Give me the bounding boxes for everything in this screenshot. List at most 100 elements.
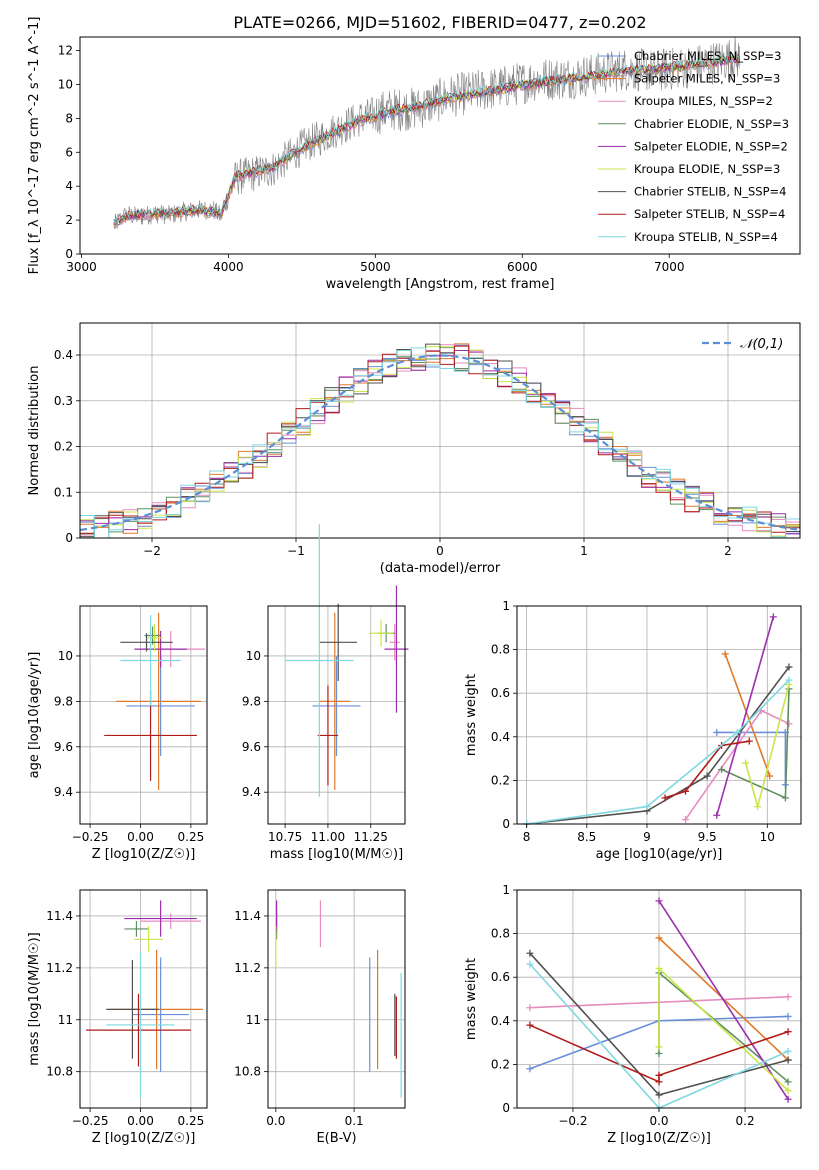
- axes-frame: [79, 322, 801, 539]
- mass-weight-point: [713, 728, 721, 736]
- mass-weight-point: [526, 1004, 534, 1012]
- y-tick-label: 0.8: [491, 927, 510, 941]
- y-tick-label: 9.6: [54, 740, 73, 754]
- y-tick-label: 9.8: [242, 694, 261, 708]
- x-axis-label: Z [log10(Z/Z☉)]: [92, 847, 196, 862]
- mass-weight-point: [784, 1078, 792, 1086]
- y-tick-label: 0: [502, 1101, 510, 1115]
- x-tick-label: 0.00: [127, 830, 154, 844]
- mass-weight-point: [643, 803, 651, 811]
- mass-weight-point: [526, 1021, 534, 1029]
- x-tick-label: 0: [436, 544, 444, 558]
- mass-weight-point: [769, 613, 777, 621]
- mass-weight-point: [766, 772, 774, 780]
- mass-weight-point: [785, 676, 793, 684]
- y-tick-label: 9.6: [242, 740, 261, 754]
- mass-weight-point: [785, 663, 793, 671]
- legend: Chabrier MILES, N_SSP=3 Salpeter MILES, N…: [598, 49, 789, 244]
- mass-weight-point: [781, 794, 789, 802]
- x-tick-label: 0.0: [649, 1114, 668, 1128]
- mass-weight-point: [785, 720, 793, 728]
- legend-label: Kroupa STELIB, N_SSP=4: [634, 230, 778, 244]
- x-tick-label: 0.1: [345, 1114, 364, 1128]
- axes-frame: [267, 889, 406, 1109]
- y-axis-label: mass weight: [464, 958, 479, 1040]
- mass-weight-point: [784, 993, 792, 1001]
- mass-weight-point: [703, 772, 711, 780]
- axes-frame: [79, 36, 801, 255]
- y-tick-label: 12: [58, 44, 73, 58]
- mass-weight-point: [681, 816, 689, 824]
- axes-spectrum: 3000 4000 5000 6000 7000 0 2 4 6 8 10 12 wavelength …: [27, 17, 801, 292]
- axes-age-vs-Z: −0.25 0.00 0.25 9.4 9.6 9.8 10 Z [log10(Z/Z☉)] a…: [27, 605, 208, 862]
- x-axis-label: (data-model)/error: [380, 561, 501, 576]
- y-tick-label: 0.1: [54, 485, 73, 499]
- y-axis-label: mass weight: [464, 674, 479, 756]
- residual-histogram: [79, 347, 800, 539]
- x-tick-label: 7000: [654, 260, 685, 274]
- y-axis-label: Flux [f_λ 10^-17 erg cm^-2 s^-1 A^-1]: [27, 17, 42, 275]
- x-tick-label: 9.5: [698, 830, 717, 844]
- x-tick-label: 0.25: [178, 830, 205, 844]
- y-tick-label: 10.8: [234, 1065, 261, 1079]
- model-spectrum-line: [113, 52, 741, 225]
- y-tick-label: 0.2: [491, 773, 510, 787]
- model-spectrum-line: [113, 53, 741, 225]
- x-axis-label: age [log10(age/yr)]: [596, 847, 723, 862]
- plot-area-spectrum: [113, 36, 741, 230]
- mass-weight-point: [681, 787, 689, 795]
- mass-weight-line: [724, 653, 771, 777]
- y-tick-label: 9.4: [242, 785, 261, 799]
- y-tick-label: 0.4: [491, 1014, 510, 1028]
- mass-weight-point: [784, 1095, 792, 1103]
- x-tick-label: 3000: [66, 260, 97, 274]
- plot-area-mass-vs-Z: [80, 890, 207, 1108]
- x-tick-label: 11.00: [311, 830, 345, 844]
- y-tick-label: 10: [58, 77, 73, 91]
- figure-title: PLATE=0266, MJD=51602, FIBERID=0477, z=0…: [233, 13, 646, 32]
- legend-label: Kroupa ELODIE, N_SSP=3: [634, 162, 780, 176]
- plot-area-age-vs-Z: [80, 606, 207, 824]
- mass-weight-point: [655, 934, 663, 942]
- legend-label: Chabrier STELIB, N_SSP=4: [634, 185, 786, 199]
- x-tick-label: 0.00: [127, 1114, 154, 1128]
- mass-weight-point: [784, 1056, 792, 1064]
- y-tick-label: 6: [65, 145, 73, 159]
- mass-weight-point: [655, 1071, 663, 1079]
- axes-frame: [516, 605, 802, 825]
- y-tick-label: 9.4: [54, 785, 73, 799]
- mass-weight-point: [713, 811, 721, 819]
- y-tick-label: 0.6: [491, 970, 510, 984]
- x-axis-label: E(B-V): [316, 1131, 356, 1146]
- y-tick-label: 10: [58, 649, 73, 663]
- x-tick-label: 9: [643, 830, 651, 844]
- legend-label: Chabrier MILES, N_SSP=3: [634, 49, 781, 63]
- plot-area-massweight-vs-Z: [517, 889, 801, 1112]
- mass-weight-point: [655, 1078, 663, 1086]
- axes-mass-vs-Z: −0.25 0.00 0.25 10.8 11 11.2 11.4 Z [log10(Z/Z☉…: [27, 889, 208, 1146]
- y-tick-label: 10: [246, 649, 261, 663]
- y-tick-label: 0.4: [54, 348, 73, 362]
- axes-age-vs-mass: 10.75 11.00 11.25 9.4 9.6 9.8 10 mass [log10(M/…: [242, 524, 409, 862]
- legend-label: 𝒩(0,1): [740, 337, 783, 352]
- y-tick-label: 0.3: [54, 394, 73, 408]
- y-axis-label: Normed distribution: [27, 366, 42, 496]
- x-tick-label: 0.25: [178, 1114, 205, 1128]
- mass-weight-point: [742, 759, 750, 767]
- x-tick-label: −2: [143, 544, 161, 558]
- mass-weight-point: [784, 1028, 792, 1036]
- y-tick-label: 10.8: [46, 1065, 73, 1079]
- legend-label: Salpeter STELIB, N_SSP=4: [634, 207, 785, 221]
- axes-residuals: −2 −1 0 1 2 0 0.1 0.2 0.3 0.4 (data-model)/error No…: [27, 322, 801, 576]
- y-tick-label: 0: [502, 817, 510, 831]
- legend-label: Chabrier ELODIE, N_SSP=3: [634, 117, 789, 131]
- y-tick-label: 1: [502, 599, 510, 613]
- mass-weight-point: [655, 964, 663, 972]
- legend-label: Salpeter MILES, N_SSP=3: [634, 72, 780, 86]
- mass-weight-point: [661, 794, 669, 802]
- y-tick-label: 8: [65, 111, 73, 125]
- x-tick-label: 4000: [213, 260, 244, 274]
- mass-weight-point: [655, 1043, 663, 1051]
